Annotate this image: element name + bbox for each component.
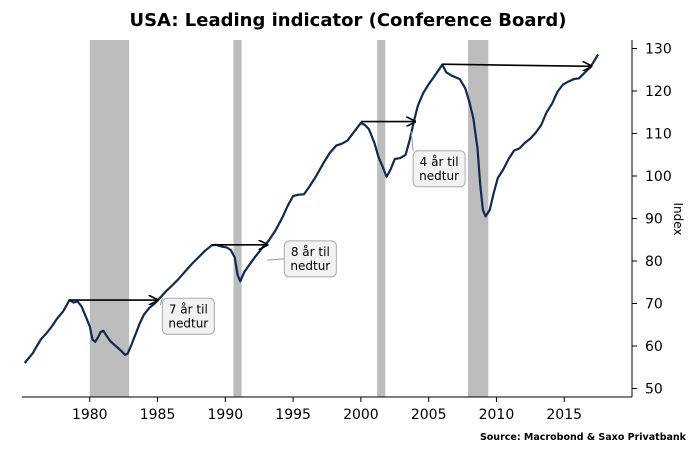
y-tick-label: 70 bbox=[645, 297, 663, 313]
callout-text-3: 4 år til bbox=[420, 155, 459, 169]
recession-band-3 bbox=[377, 40, 386, 397]
series-line-group bbox=[23, 53, 600, 364]
recession-band-4 bbox=[467, 40, 489, 397]
callout-text-2: 8 år til bbox=[291, 245, 330, 259]
x-tick-label: 1990 bbox=[208, 407, 244, 423]
callout-box-1 bbox=[161, 297, 215, 335]
x-tick-label: 1980 bbox=[72, 407, 108, 423]
y-tick-label: 110 bbox=[645, 127, 672, 143]
recession-band-1 bbox=[89, 40, 130, 397]
source-note: Source: Macrobond & Saxo Privatbank bbox=[480, 432, 687, 443]
y-tick-label: 60 bbox=[645, 339, 663, 355]
x-tick-label: 2010 bbox=[479, 407, 515, 423]
y-tick-label: 50 bbox=[645, 382, 663, 398]
callout-text-2: nedtur bbox=[290, 259, 330, 273]
x-tick-label: 1985 bbox=[140, 407, 176, 423]
series-line-1 bbox=[23, 53, 600, 364]
callout-text-1: 7 år til bbox=[169, 302, 208, 316]
callout-text-1: nedtur bbox=[168, 316, 208, 330]
callout-leader-1 bbox=[159, 298, 163, 306]
callout-leader-3 bbox=[410, 130, 414, 151]
callout-box-3 bbox=[412, 150, 466, 188]
chart-title: USA: Leading indicator (Conference Board… bbox=[129, 10, 566, 31]
callout-text-3: nedtur bbox=[419, 169, 459, 183]
y-tick-label: 100 bbox=[645, 169, 672, 185]
y-axis-label: Index bbox=[671, 202, 685, 235]
callout-leader-2 bbox=[267, 258, 285, 261]
x-tick-label: 2015 bbox=[546, 407, 582, 423]
y-tick-label: 90 bbox=[645, 212, 663, 228]
x-tick-label: 1995 bbox=[275, 407, 311, 423]
recession-band-2 bbox=[233, 40, 242, 397]
recession-bands bbox=[89, 40, 489, 397]
duration-arrow-4 bbox=[442, 64, 591, 66]
y-tick-label: 120 bbox=[645, 84, 672, 100]
y-tick-label: 130 bbox=[645, 42, 672, 58]
y-tick-label: 80 bbox=[645, 254, 663, 270]
x-tick-label: 2000 bbox=[343, 407, 379, 423]
callout-box-2 bbox=[283, 240, 337, 278]
axes: 1980 1985 1990 1995 2000 2005 2010 2015 50 60 70 80… bbox=[22, 40, 672, 423]
x-tick-label: 2005 bbox=[411, 407, 447, 423]
